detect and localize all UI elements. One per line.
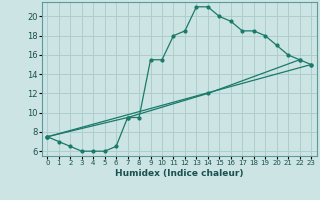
X-axis label: Humidex (Indice chaleur): Humidex (Indice chaleur): [115, 169, 244, 178]
